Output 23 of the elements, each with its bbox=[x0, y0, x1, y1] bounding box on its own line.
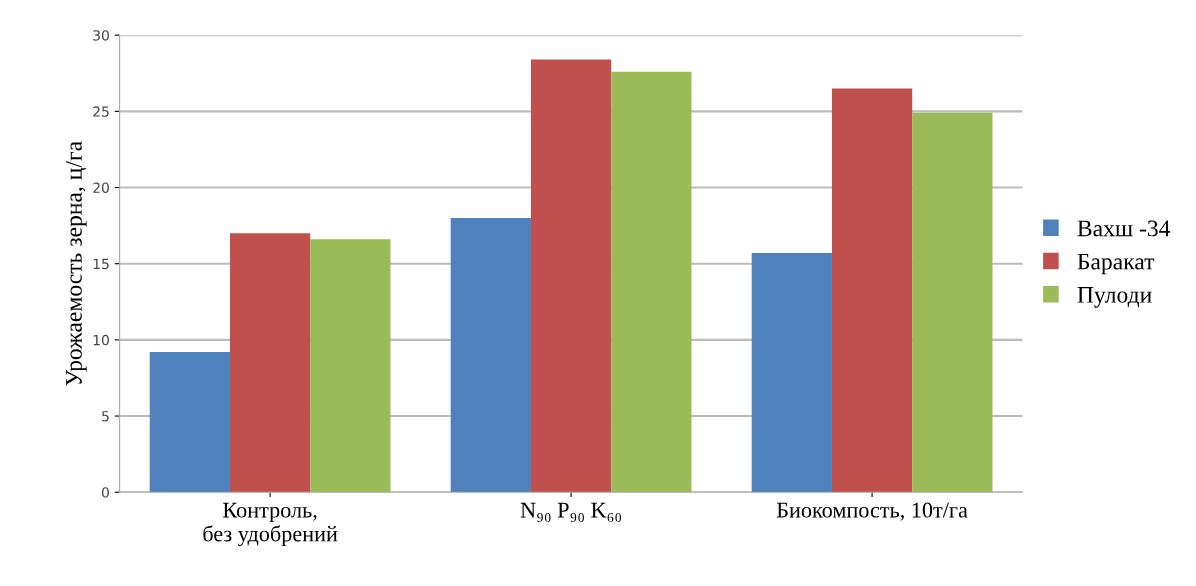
y-tick-label: 0 bbox=[101, 487, 109, 498]
legend-label: Пулоди bbox=[1077, 287, 1152, 308]
legend-label: Баракат bbox=[1077, 253, 1155, 275]
y-axis-title: Урожаемость зерна, ц/га bbox=[66, 141, 87, 386]
bar bbox=[912, 112, 993, 493]
x-tick-label: Биокомпость, 10т/га bbox=[776, 502, 968, 521]
bar bbox=[611, 71, 692, 493]
y-tick-label: 5 bbox=[102, 411, 109, 422]
bar bbox=[530, 59, 612, 493]
bar bbox=[831, 88, 913, 493]
y-tick-label: 10 bbox=[93, 334, 109, 346]
y-tick-label: 20 bbox=[93, 182, 109, 193]
legend-label: Вахш -34 bbox=[1077, 220, 1171, 237]
y-tick-label: 30 bbox=[93, 30, 109, 41]
x-tick-label: N₉₀ P₉₀ K₆₀ bbox=[520, 502, 622, 522]
x-tick-label: Контроль, без удобрений bbox=[203, 502, 338, 546]
bar bbox=[450, 217, 531, 493]
bar bbox=[229, 233, 311, 493]
bar bbox=[310, 239, 391, 493]
y-tick-label: 15 bbox=[93, 258, 109, 270]
y-tick-label: 25 bbox=[93, 106, 109, 117]
bar bbox=[149, 352, 230, 493]
bar bbox=[751, 253, 832, 493]
